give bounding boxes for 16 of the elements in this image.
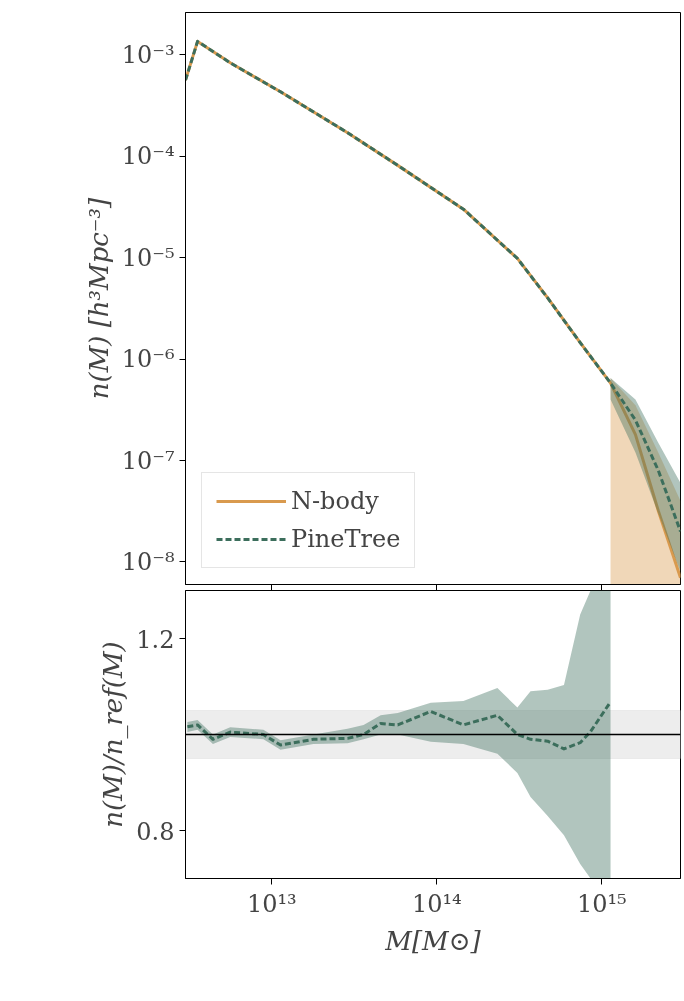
y-tick-label: 10⁻⁵ bbox=[121, 243, 175, 272]
x-tick-label: 10¹³ bbox=[246, 889, 297, 918]
y-tick-label: 1.2 bbox=[136, 625, 175, 654]
y-axis-title: n(M)/n_ref(M) bbox=[98, 641, 130, 828]
y-tick-label: 0.8 bbox=[136, 817, 175, 846]
x-tick-label: 10¹⁵ bbox=[576, 889, 627, 918]
y-tick-label: 10⁻³ bbox=[121, 40, 175, 69]
legend-label: PineTree bbox=[291, 525, 401, 553]
x-axis-title: M[M⊙] bbox=[384, 925, 482, 956]
y-tick-label: 10⁻⁸ bbox=[121, 547, 175, 576]
x-tick-label: 10¹⁴ bbox=[411, 889, 462, 918]
y-tick-label: 10⁻⁶ bbox=[121, 345, 175, 374]
y-axis-title: n(M) [h³Mpc⁻³] bbox=[83, 196, 114, 400]
y-tick-label: 10⁻⁷ bbox=[121, 446, 175, 475]
y-tick-label: 10⁻⁴ bbox=[121, 142, 175, 171]
legend-label: N-body bbox=[291, 487, 379, 515]
